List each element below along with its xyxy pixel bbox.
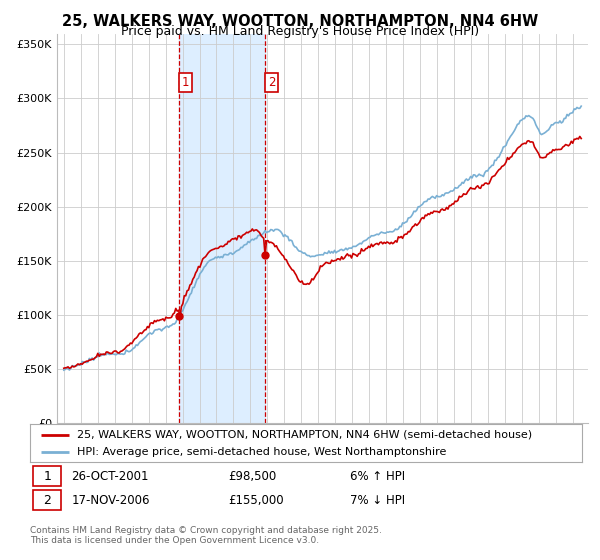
Text: 17-NOV-2006: 17-NOV-2006: [71, 494, 150, 507]
Text: 26-OCT-2001: 26-OCT-2001: [71, 470, 149, 483]
Text: £98,500: £98,500: [229, 470, 277, 483]
Text: 6% ↑ HPI: 6% ↑ HPI: [350, 470, 405, 483]
Text: 7% ↓ HPI: 7% ↓ HPI: [350, 494, 405, 507]
Text: 2: 2: [43, 494, 51, 507]
Text: HPI: Average price, semi-detached house, West Northamptonshire: HPI: Average price, semi-detached house,…: [77, 447, 446, 458]
Text: Price paid vs. HM Land Registry's House Price Index (HPI): Price paid vs. HM Land Registry's House …: [121, 25, 479, 38]
Text: 25, WALKERS WAY, WOOTTON, NORTHAMPTON, NN4 6HW: 25, WALKERS WAY, WOOTTON, NORTHAMPTON, N…: [62, 14, 538, 29]
Text: 1: 1: [43, 470, 51, 483]
FancyBboxPatch shape: [33, 466, 61, 486]
FancyBboxPatch shape: [33, 491, 61, 511]
Text: 25, WALKERS WAY, WOOTTON, NORTHAMPTON, NN4 6HW (semi-detached house): 25, WALKERS WAY, WOOTTON, NORTHAMPTON, N…: [77, 430, 532, 440]
Text: 1: 1: [182, 76, 190, 88]
Bar: [179, 34, 265, 423]
Text: Contains HM Land Registry data © Crown copyright and database right 2025.: Contains HM Land Registry data © Crown c…: [30, 526, 382, 535]
Text: 2: 2: [268, 76, 275, 88]
Text: This data is licensed under the Open Government Licence v3.0.: This data is licensed under the Open Gov…: [30, 536, 319, 545]
Text: £155,000: £155,000: [229, 494, 284, 507]
